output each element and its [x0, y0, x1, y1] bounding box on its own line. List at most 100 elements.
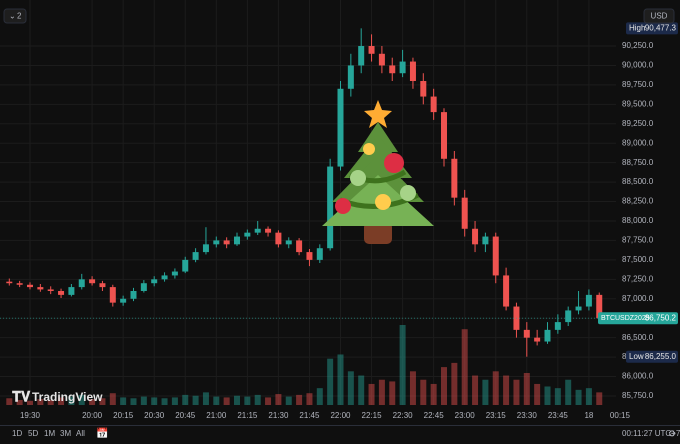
currency: USD: [651, 12, 668, 21]
settings-button[interactable]: ⚙: [668, 428, 676, 438]
volume-bar: [327, 358, 334, 405]
x-tick-label: 22:00: [330, 411, 351, 420]
y-tick-label: 87,000.0: [622, 294, 654, 303]
y-tick-label: 90,000.0: [622, 61, 654, 70]
x-tick-label: 20:15: [113, 411, 134, 420]
volume-bar: [151, 397, 158, 405]
x-tick-label: 23:15: [486, 411, 507, 420]
candle-body: [565, 310, 572, 323]
candle-body: [430, 96, 437, 113]
volume-bar: [78, 394, 85, 405]
candle-body: [482, 236, 489, 245]
candle-body: [275, 232, 282, 245]
candle-body: [316, 248, 323, 260]
volume-bar: [534, 383, 541, 405]
x-tick-label: 21:30: [268, 411, 289, 420]
volume-bar: [254, 394, 261, 405]
volume-bar: [482, 379, 489, 405]
volume-bar: [213, 396, 220, 405]
indicator-toggle[interactable]: [3, 8, 27, 24]
volume-bar: [99, 398, 106, 405]
volume-bar: [265, 397, 272, 405]
candle-body: [296, 240, 303, 253]
volume-bar: [596, 392, 603, 405]
y-tick-label: 87,750.0: [622, 236, 654, 245]
volume-bar: [503, 375, 510, 405]
last-price-badge: [598, 312, 678, 325]
y-tick-label: 89,500.0: [622, 99, 654, 108]
volume-bar: [337, 354, 344, 405]
y-tick-label: 88,750.0: [622, 158, 654, 167]
x-tick-label: 22:15: [362, 411, 383, 420]
indicator-count: 2: [17, 12, 22, 21]
volume-bar: [389, 381, 396, 405]
candle-body: [358, 46, 365, 66]
y-tick-label: 88,500.0: [622, 177, 654, 186]
candle-body: [27, 284, 33, 288]
candle-body: [171, 271, 178, 276]
candle-body: [306, 252, 313, 260]
candle-body: [472, 228, 479, 245]
candle-body: [554, 322, 561, 330]
volume-bar: [347, 371, 354, 405]
y-tick-label: 87,250.0: [622, 274, 654, 283]
y-tick-label: 90,250.0: [622, 41, 654, 50]
candle-body: [130, 290, 137, 299]
y-tick-label: 88,250.0: [622, 197, 654, 206]
range-button[interactable]: 1M: [44, 429, 55, 438]
y-tick-label: 89,250.0: [622, 119, 654, 128]
candle-body: [409, 61, 416, 82]
volume-bar: [27, 400, 33, 405]
candle-body: [68, 287, 75, 295]
volume-bar: [399, 325, 406, 405]
candle-body: [109, 287, 116, 303]
currency-button[interactable]: [643, 8, 675, 24]
volume-bar: [234, 395, 240, 405]
volume-bar: [244, 396, 251, 405]
candle-body: [234, 236, 240, 245]
indicator-chevron: ⌄: [9, 12, 16, 21]
range-button[interactable]: 1D: [12, 429, 22, 438]
low-marker-value: 86,255.0: [645, 352, 677, 361]
candle-body: [140, 283, 147, 291]
x-tick-label: 21:45: [299, 411, 320, 420]
x-tick-label: 20:00: [82, 411, 103, 420]
volume-bar: [192, 395, 199, 405]
candle-body: [16, 283, 23, 285]
volume-bar: [544, 386, 551, 405]
volume-bar: [223, 397, 230, 405]
low-marker-text: Low: [629, 352, 644, 361]
candle-body: [451, 158, 458, 198]
volume-bar: [378, 379, 385, 405]
candle-body: [285, 240, 292, 245]
range-button[interactable]: All: [76, 429, 85, 438]
candle-body: [223, 240, 230, 245]
x-tick-label: 20:30: [144, 411, 165, 420]
y-tick-label: 89,000.0: [622, 138, 654, 147]
y-tick-label: 89,750.0: [622, 80, 654, 89]
range-button[interactable]: 5D: [28, 429, 38, 438]
y-tick-label: 86,500.0: [622, 333, 654, 342]
volume-bar: [16, 399, 23, 405]
y-tick-label: 85,750.0: [622, 391, 654, 400]
candle-body: [544, 329, 551, 342]
date-range-icon[interactable]: 📅: [96, 427, 108, 440]
volume-bar: [523, 373, 530, 405]
x-tick-label: 00:15: [610, 411, 631, 420]
candle-body: [347, 65, 354, 89]
candle-body: [78, 279, 85, 288]
candle-body: [441, 112, 447, 159]
volume-bar: [492, 371, 499, 405]
candle-body: [534, 337, 541, 342]
candle-body: [389, 65, 396, 74]
candle-body: [461, 197, 468, 229]
x-tick-label: 20:45: [175, 411, 196, 420]
x-tick-label: 22:45: [424, 411, 445, 420]
volume-bar: [316, 388, 323, 405]
volume-bar: [430, 383, 437, 405]
range-button[interactable]: 3M: [60, 429, 71, 438]
volume-bar: [275, 394, 282, 405]
y-tick-label: 87,500.0: [622, 255, 654, 264]
volume-layer: [6, 325, 603, 405]
